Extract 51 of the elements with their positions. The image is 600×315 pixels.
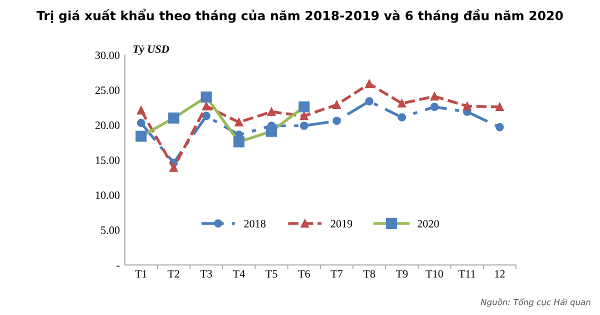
legend-label: 2019 [330,220,352,228]
point [136,130,147,142]
y-tick-label: 20.00 [95,122,120,130]
point [430,92,439,101]
point [496,122,504,132]
legend-label: 2018 [244,220,266,228]
x-tick-label: T5 [266,270,278,278]
point [136,118,146,128]
x-tick-label: T6 [298,270,310,278]
point [233,136,244,148]
point [462,102,472,110]
point [365,97,374,106]
x-tick-label: T10 [426,270,444,278]
y-axis-title: Tỷ USD [133,45,170,56]
chart-title: Trị giá xuất khẩu theo tháng của năm 2018-2019 và 6 tháng đầu năm 2020 [36,8,563,23]
y-tick-label: 25.00 [95,86,120,94]
point [234,118,244,126]
text: Nguồn: Tổng cục Hải quan [480,298,590,307]
point [202,102,210,110]
point [300,122,308,130]
x-tick-label: T1 [135,270,147,278]
point [170,164,178,172]
legend-label: 2020 [418,220,439,228]
point [398,99,406,108]
point [298,101,310,112]
x-tick-label: T7 [330,270,343,278]
point [332,100,341,109]
point [202,112,210,120]
x-tick-label: T8 [363,270,376,278]
x-tick-label: T2 [168,270,180,278]
point [168,112,180,124]
x-tick-label: T11 [458,270,476,278]
y-tick-label: 5.00 [101,226,120,234]
y-tick-label: 10.00 [96,191,120,199]
point [267,108,276,116]
y-tick-label: 30.00 [95,52,120,60]
point [300,112,308,120]
point [496,102,504,112]
x-tick-label: T9 [396,270,408,278]
point [266,126,278,137]
point [200,92,212,103]
point [365,80,374,88]
point [430,102,439,112]
point [332,116,341,126]
point [136,106,146,115]
x-tick-label: T4 [232,270,245,278]
point [398,113,406,122]
x-tick-label: T3 [200,270,212,278]
y-tick-label: 15.00 [96,156,120,164]
x-tick-label: 12 [495,270,505,278]
y-tick-label: - [116,266,120,267]
